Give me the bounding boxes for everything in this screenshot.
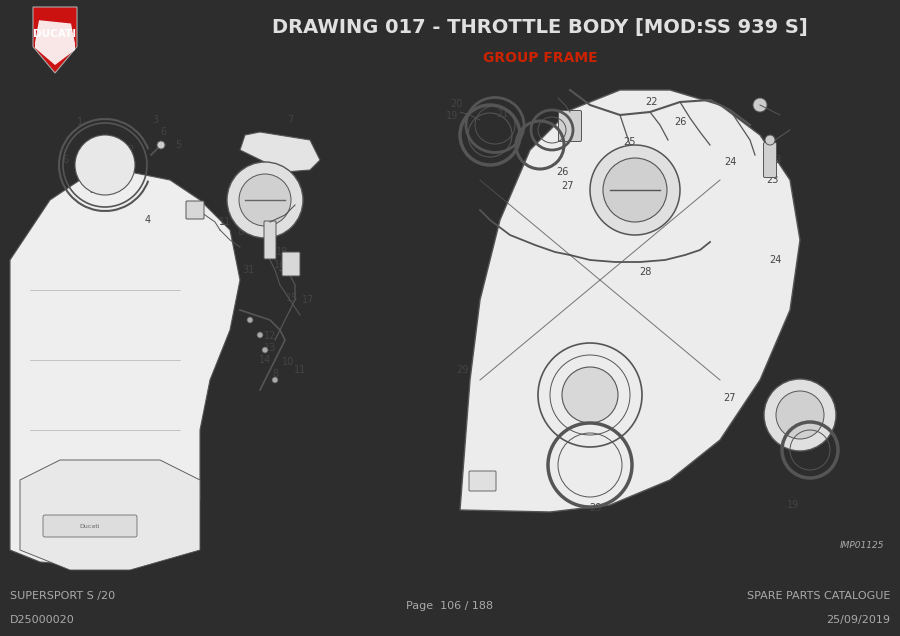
Text: 8: 8 xyxy=(272,369,278,379)
Text: 17: 17 xyxy=(302,295,314,305)
Circle shape xyxy=(562,367,618,423)
Polygon shape xyxy=(20,460,200,570)
Text: 2: 2 xyxy=(127,145,133,155)
Text: 27: 27 xyxy=(724,393,736,403)
Text: 28: 28 xyxy=(639,267,652,277)
Circle shape xyxy=(764,379,836,451)
Text: 26: 26 xyxy=(556,167,568,177)
FancyBboxPatch shape xyxy=(763,142,777,177)
Text: 24: 24 xyxy=(769,255,781,265)
Text: 16: 16 xyxy=(274,260,286,270)
Text: 13: 13 xyxy=(264,343,276,353)
Text: 30: 30 xyxy=(89,185,101,195)
Circle shape xyxy=(227,162,303,238)
Text: 5: 5 xyxy=(175,140,181,150)
Text: 26: 26 xyxy=(674,117,686,127)
Text: 7: 7 xyxy=(287,115,293,125)
Circle shape xyxy=(262,347,268,353)
Text: 25/09/2019: 25/09/2019 xyxy=(826,615,890,625)
Text: 19: 19 xyxy=(787,500,799,510)
Text: 1: 1 xyxy=(76,117,83,127)
Text: D25000020: D25000020 xyxy=(10,615,75,625)
Text: 20: 20 xyxy=(450,99,463,109)
Text: 4: 4 xyxy=(145,215,151,225)
Polygon shape xyxy=(240,132,320,172)
FancyBboxPatch shape xyxy=(186,201,204,219)
Polygon shape xyxy=(33,7,77,73)
Circle shape xyxy=(157,141,165,149)
Text: 22: 22 xyxy=(646,97,658,107)
Text: 18: 18 xyxy=(276,247,288,257)
Text: 23: 23 xyxy=(769,155,781,165)
Circle shape xyxy=(590,145,680,235)
Text: 11: 11 xyxy=(219,217,231,227)
Text: 12: 12 xyxy=(264,331,276,341)
Text: 24: 24 xyxy=(724,157,736,167)
Polygon shape xyxy=(460,90,800,512)
Text: 6: 6 xyxy=(160,127,166,137)
Circle shape xyxy=(603,158,667,222)
Text: 29: 29 xyxy=(589,503,601,513)
Text: 25: 25 xyxy=(624,137,636,147)
Text: 8: 8 xyxy=(237,227,243,237)
Circle shape xyxy=(272,377,278,383)
Text: Ducati: Ducati xyxy=(80,523,100,529)
Text: DUCATI: DUCATI xyxy=(33,29,76,39)
Text: IMP01125: IMP01125 xyxy=(840,541,885,550)
Text: 14: 14 xyxy=(259,355,271,365)
Text: 11: 11 xyxy=(294,365,306,375)
Text: 27: 27 xyxy=(561,181,573,191)
Text: 10: 10 xyxy=(282,357,294,367)
Text: 23: 23 xyxy=(766,175,778,185)
FancyBboxPatch shape xyxy=(43,515,137,537)
Text: GROUP FRAME: GROUP FRAME xyxy=(482,51,598,65)
Text: 31: 31 xyxy=(242,265,254,275)
Circle shape xyxy=(765,135,775,145)
Text: SPARE PARTS CATALOGUE: SPARE PARTS CATALOGUE xyxy=(747,591,890,601)
Circle shape xyxy=(247,317,253,323)
Circle shape xyxy=(753,98,767,112)
Text: 15: 15 xyxy=(286,293,298,303)
Text: Page  106 / 188: Page 106 / 188 xyxy=(407,601,493,611)
Circle shape xyxy=(776,391,824,439)
Text: 19: 19 xyxy=(446,111,458,121)
Text: 29: 29 xyxy=(455,365,468,375)
Text: 20: 20 xyxy=(811,435,824,445)
Text: SUPERSPORT S /20: SUPERSPORT S /20 xyxy=(10,591,115,601)
Circle shape xyxy=(257,332,263,338)
Polygon shape xyxy=(10,170,240,565)
FancyBboxPatch shape xyxy=(264,221,276,259)
Text: 3: 3 xyxy=(152,115,158,125)
Text: 9: 9 xyxy=(262,207,268,217)
Text: 21: 21 xyxy=(496,109,508,119)
Text: 10: 10 xyxy=(244,220,256,230)
Circle shape xyxy=(239,174,291,226)
Text: DRAWING 017 - THROTTLE BODY [MOD:SS 939 S]: DRAWING 017 - THROTTLE BODY [MOD:SS 939 … xyxy=(272,18,808,38)
Text: 6: 6 xyxy=(62,155,68,165)
Text: 21: 21 xyxy=(815,413,828,423)
Circle shape xyxy=(75,135,135,195)
Polygon shape xyxy=(35,20,75,65)
FancyBboxPatch shape xyxy=(282,252,300,276)
FancyBboxPatch shape xyxy=(559,111,581,141)
FancyBboxPatch shape xyxy=(469,471,496,491)
